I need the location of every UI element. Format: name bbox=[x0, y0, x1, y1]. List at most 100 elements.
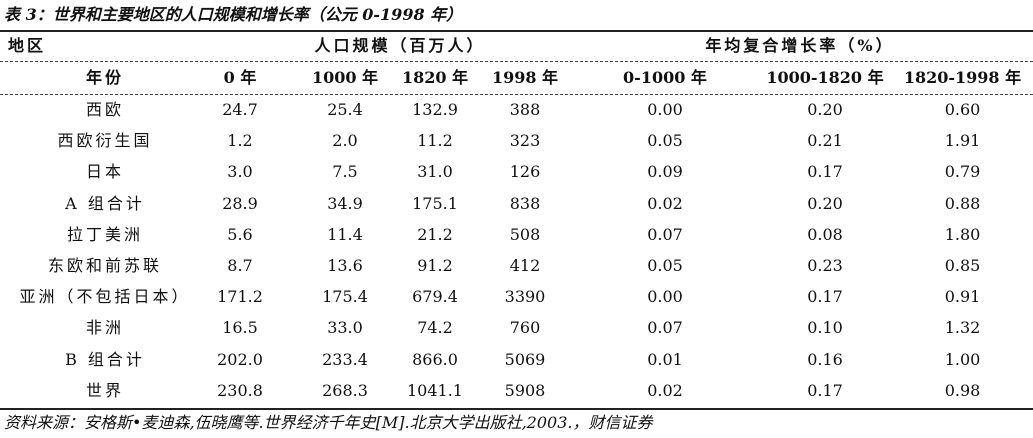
growth-1000-1820-cell: 0.21 bbox=[807, 131, 843, 151]
pop-1000-cell: 33.0 bbox=[327, 318, 363, 338]
region-cell: B 组合计 bbox=[65, 349, 145, 369]
pop-0-cell: 24.7 bbox=[222, 100, 258, 119]
growth-0-1000-cell: 0.07 bbox=[647, 318, 683, 338]
pop-1820-cell: 175.1 bbox=[412, 193, 458, 213]
pop-1000-cell: 34.9 bbox=[327, 193, 363, 213]
growth-1000-1820-cell: 0.08 bbox=[807, 224, 843, 244]
growth-0-1000-cell: 0.01 bbox=[647, 349, 683, 369]
table-row: B 组合计 202.0 233.4 866.0 5069 0.01 0.16 1.00 bbox=[0, 345, 1033, 376]
growth-1000-1820-cell: 0.17 bbox=[807, 162, 843, 182]
growth-0-1000-cell: 0.02 bbox=[647, 380, 683, 400]
col-header-0: 0 年 bbox=[223, 68, 257, 87]
source-note: 资料来源：安格斯•麦迪森,伍晓鹰等.世界经济千年史[M].北京大学出版社,200… bbox=[4, 413, 653, 432]
pop-0-cell: 28.9 bbox=[222, 193, 258, 213]
pop-1000-cell: 175.4 bbox=[322, 287, 368, 307]
table-top-rule bbox=[0, 30, 1033, 32]
pop-1820-cell: 11.2 bbox=[417, 131, 453, 151]
pop-1820-cell: 132.9 bbox=[412, 100, 458, 119]
region-cell: 西欧 bbox=[85, 100, 124, 119]
col-header-1000-1820: 1000-1820 年 bbox=[766, 68, 884, 87]
pop-1000-cell: 13.6 bbox=[327, 256, 363, 275]
growth-1000-1820-cell: 0.16 bbox=[807, 349, 843, 369]
growth-1000-1820-cell: 0.20 bbox=[807, 100, 843, 119]
growth-1820-1998-cell: 0.91 bbox=[944, 287, 981, 307]
table-row: 非洲 16.5 33.0 74.2 760 0.07 0.10 1.32 bbox=[0, 313, 1033, 344]
growth-0-1000-cell: 0.07 bbox=[647, 224, 683, 244]
growth-1820-1998-cell: 0.60 bbox=[944, 100, 981, 119]
pop-1000-cell: 233.4 bbox=[322, 349, 368, 369]
pop-1820-cell: 74.2 bbox=[417, 318, 453, 338]
region-column-header: 地区 bbox=[8, 36, 47, 55]
growth-1000-1820-cell: 0.10 bbox=[807, 318, 843, 338]
table-row: 西欧 24.7 25.4 132.9 388 0.00 0.20 0.60 bbox=[0, 95, 1033, 126]
growth-1820-1998-cell: 1.91 bbox=[944, 131, 981, 151]
pop-1820-cell: 679.4 bbox=[412, 287, 458, 307]
pop-1998-cell: 508 bbox=[509, 224, 541, 244]
column-header-divider bbox=[0, 94, 1033, 95]
pop-0-cell: 171.2 bbox=[217, 287, 263, 307]
growth-1820-1998-cell: 0.88 bbox=[944, 193, 981, 213]
col-header-0-1000: 0-1000 年 bbox=[623, 68, 707, 87]
pop-0-cell: 8.7 bbox=[227, 256, 253, 275]
pop-0-cell: 5.6 bbox=[227, 224, 253, 244]
table-row: 亚洲（不包括日本） 171.2 175.4 679.4 3390 0.00 0.17 0.91 bbox=[0, 282, 1033, 313]
pop-0-cell: 230.8 bbox=[217, 380, 263, 400]
pop-1820-cell: 866.0 bbox=[412, 349, 458, 369]
region-cell: 东欧和前苏联 bbox=[47, 256, 162, 275]
pop-0-cell: 16.5 bbox=[222, 318, 258, 338]
growth-1820-1998-cell: 1.80 bbox=[944, 224, 981, 244]
table-row: 西欧衍生国 1.2 2.0 11.2 323 0.05 0.21 1.91 bbox=[0, 126, 1033, 157]
growth-0-1000-cell: 0.00 bbox=[647, 287, 683, 307]
growth-0-1000-cell: 0.09 bbox=[647, 162, 683, 182]
growth-group-header: 年均复合增长率（%） bbox=[705, 36, 895, 55]
population-group-header: 人口规模（百万人） bbox=[314, 36, 486, 55]
pop-1820-cell: 91.2 bbox=[417, 256, 453, 275]
region-cell: 拉丁美洲 bbox=[66, 224, 143, 244]
growth-0-1000-cell: 0.02 bbox=[647, 193, 683, 213]
pop-1998-cell: 412 bbox=[509, 256, 541, 275]
region-cell: 日本 bbox=[85, 162, 124, 182]
col-header-1820-1998: 1820-1998 年 bbox=[903, 68, 1022, 87]
pop-1998-cell: 5069 bbox=[504, 349, 546, 369]
table-row: A 组合计 28.9 34.9 175.1 838 0.02 0.20 0.88 bbox=[0, 189, 1033, 220]
pop-0-cell: 1.2 bbox=[227, 131, 253, 151]
table-bottom-rule bbox=[0, 408, 1033, 410]
growth-1000-1820-cell: 0.20 bbox=[807, 193, 843, 213]
growth-1000-1820-cell: 0.23 bbox=[807, 256, 843, 275]
pop-1000-cell: 7.5 bbox=[332, 162, 358, 182]
col-header-1000: 1000 年 bbox=[311, 68, 379, 87]
pop-1998-cell: 3390 bbox=[504, 287, 546, 307]
region-cell: 非洲 bbox=[85, 318, 124, 338]
region-cell: A 组合计 bbox=[65, 193, 145, 213]
region-cell: 世界 bbox=[85, 380, 124, 400]
pop-1998-cell: 126 bbox=[509, 162, 541, 182]
pop-1998-cell: 838 bbox=[509, 193, 541, 213]
pop-1000-cell: 11.4 bbox=[327, 224, 363, 244]
region-cell: 亚洲（不包括日本） bbox=[19, 287, 191, 307]
growth-1000-1820-cell: 0.17 bbox=[807, 287, 843, 307]
table-row: 日本 3.0 7.5 31.0 126 0.09 0.17 0.79 bbox=[0, 157, 1033, 188]
col-header-1820: 1820 年 bbox=[401, 68, 469, 87]
pop-0-cell: 202.0 bbox=[217, 349, 263, 369]
header-divider bbox=[0, 61, 1033, 62]
growth-0-1000-cell: 0.00 bbox=[647, 100, 683, 119]
pop-1998-cell: 388 bbox=[509, 100, 541, 119]
pop-1000-cell: 25.4 bbox=[327, 100, 363, 119]
table-row: 世界 230.8 268.3 1041.1 5908 0.02 0.17 0.98 bbox=[0, 376, 1033, 407]
growth-1820-1998-cell: 0.85 bbox=[944, 256, 981, 275]
pop-1998-cell: 323 bbox=[509, 131, 541, 151]
growth-1000-1820-cell: 0.17 bbox=[807, 380, 843, 400]
growth-1820-1998-cell: 0.79 bbox=[944, 162, 981, 182]
growth-1820-1998-cell: 1.32 bbox=[944, 318, 981, 338]
pop-1820-cell: 31.0 bbox=[417, 162, 453, 182]
year-row-label: 年份 bbox=[85, 68, 124, 87]
pop-0-cell: 3.0 bbox=[227, 162, 253, 182]
table-title: 表 3：世界和主要地区的人口规模和增长率（公元 0-1998 年） bbox=[4, 5, 463, 24]
growth-0-1000-cell: 0.05 bbox=[647, 131, 683, 151]
pop-1820-cell: 1041.1 bbox=[407, 380, 463, 400]
pop-1998-cell: 760 bbox=[509, 318, 541, 338]
table-row: 拉丁美洲 5.6 11.4 21.2 508 0.07 0.08 1.80 bbox=[0, 220, 1033, 251]
table-body: 西欧 24.7 25.4 132.9 388 0.00 0.20 0.60 西欧衍生国 1.2 2.… bbox=[0, 95, 1033, 407]
table-row: 东欧和前苏联 8.7 13.6 91.2 412 0.05 0.23 0.85 bbox=[0, 251, 1033, 282]
region-cell: 西欧衍生国 bbox=[57, 131, 153, 151]
